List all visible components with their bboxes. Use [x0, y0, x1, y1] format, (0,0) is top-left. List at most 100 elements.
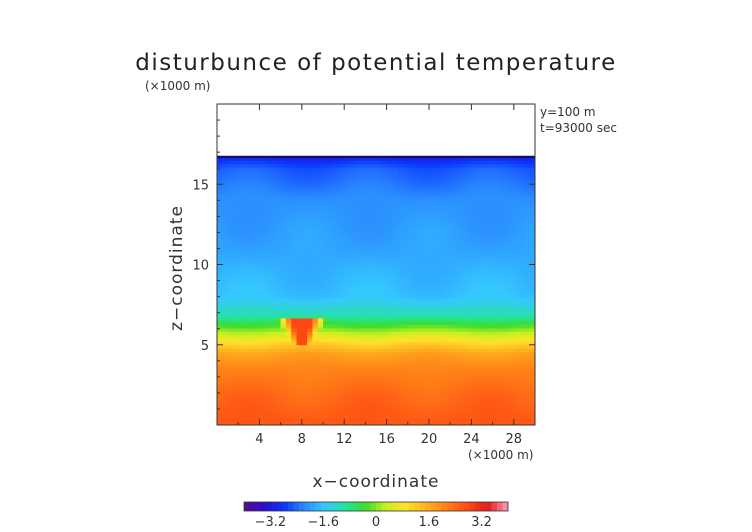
- heatmap-cell: [439, 230, 446, 235]
- heatmap-cell: [222, 227, 229, 232]
- heatmap-cell: [497, 197, 504, 202]
- heatmap-cell: [370, 381, 377, 386]
- heatmap-cell: [344, 213, 351, 218]
- heatmap-cell: [317, 180, 324, 185]
- heatmap-cell: [222, 381, 229, 386]
- heatmap-cell: [360, 368, 366, 372]
- heatmap-cell: [492, 290, 499, 295]
- heatmap-cell: [497, 314, 504, 319]
- heatmap-cell: [466, 217, 472, 222]
- heatmap-cell: [519, 217, 525, 222]
- heatmap-cell: [482, 391, 488, 396]
- heatmap-cell: [386, 294, 393, 299]
- heatmap-cell: [264, 280, 271, 285]
- heatmap-cell: [307, 237, 313, 242]
- heatmap-cell: [333, 287, 340, 292]
- heatmap-cell: [418, 180, 425, 185]
- heatmap-cell: [238, 391, 245, 396]
- heatmap-cell: [492, 334, 499, 339]
- heatmap-cell: [270, 257, 276, 262]
- heatmap-cell: [338, 274, 345, 279]
- heatmap-cell: [232, 234, 239, 238]
- heatmap-cell: [386, 341, 393, 346]
- heatmap-cell: [275, 301, 282, 305]
- heatmap-cell: [460, 156, 467, 161]
- heatmap-cell: [397, 388, 404, 393]
- heatmap-cell: [333, 250, 340, 255]
- heatmap-cell: [248, 207, 255, 212]
- heatmap-cell: [370, 294, 377, 299]
- heatmap-cell: [222, 240, 229, 245]
- heatmap-cell: [519, 324, 525, 329]
- heatmap-cell: [381, 421, 388, 425]
- heatmap-cell: [460, 170, 467, 175]
- heatmap-cell: [429, 388, 435, 393]
- heatmap-cell: [296, 180, 303, 185]
- heatmap-cell: [291, 167, 298, 171]
- heatmap-cell: [519, 364, 525, 369]
- heatmap-cell: [376, 314, 382, 319]
- heatmap-cell: [407, 311, 414, 316]
- heatmap-cell: [460, 347, 467, 352]
- heatmap-cell: [423, 170, 430, 175]
- heatmap-cell: [323, 163, 329, 168]
- heatmap-cell: [434, 354, 441, 359]
- heatmap-cell: [513, 354, 520, 359]
- heatmap-cell: [291, 210, 298, 215]
- heatmap-cell: [285, 187, 292, 192]
- heatmap-cell: [519, 404, 525, 409]
- heatmap-cell: [285, 227, 292, 232]
- heatmap-cell: [291, 391, 298, 396]
- heatmap-cell: [455, 193, 462, 198]
- heatmap-cell: [519, 384, 525, 389]
- heatmap-cell: [285, 203, 292, 208]
- heatmap-cell: [381, 351, 388, 356]
- heatmap-cell: [370, 234, 377, 238]
- colorbar-segment: [486, 502, 492, 511]
- heatmap-cell: [508, 321, 515, 326]
- heatmap-cell: [413, 421, 419, 425]
- heatmap-cell: [232, 378, 239, 383]
- heatmap-cell: [296, 264, 303, 269]
- heatmap-cell: [354, 260, 361, 265]
- heatmap-cell: [466, 378, 472, 383]
- heatmap-cell: [354, 324, 361, 329]
- heatmap-cell: [524, 337, 531, 342]
- heatmap-cell: [238, 203, 245, 208]
- heatmap-cell: [349, 394, 356, 399]
- heatmap-cell: [460, 418, 467, 423]
- heatmap-cell: [354, 287, 361, 292]
- heatmap-cell: [301, 327, 308, 332]
- heatmap-cell: [354, 304, 361, 309]
- heatmap-cell: [238, 418, 245, 423]
- heatmap-cell: [492, 183, 499, 188]
- heatmap-cell: [254, 294, 260, 299]
- heatmap-cell: [391, 177, 398, 182]
- heatmap-cell: [455, 220, 462, 225]
- heatmap-cell: [232, 257, 239, 262]
- heatmap-cell: [227, 331, 234, 336]
- heatmap-cell: [296, 210, 303, 215]
- heatmap-cell: [423, 324, 430, 329]
- heatmap-cell: [232, 341, 239, 346]
- heatmap-cell: [423, 347, 430, 352]
- heatmap-cell: [275, 220, 282, 225]
- heatmap-cell: [466, 264, 472, 269]
- heatmap-cell: [360, 180, 366, 185]
- heatmap-cell: [270, 361, 276, 366]
- heatmap-cell: [418, 227, 425, 232]
- heatmap-cell: [381, 284, 388, 289]
- annotation-y-position: y=100 m: [540, 105, 596, 119]
- heatmap-cell: [529, 177, 535, 182]
- heatmap-cell: [360, 247, 366, 252]
- heatmap-cell: [312, 327, 319, 332]
- heatmap-cell: [365, 317, 372, 322]
- heatmap-cell: [222, 357, 229, 362]
- heatmap-cell: [280, 187, 287, 192]
- heatmap-cell: [259, 237, 266, 242]
- heatmap-cell: [354, 314, 361, 319]
- heatmap-cell: [248, 170, 255, 175]
- heatmap-cell: [296, 361, 303, 366]
- heatmap-cell: [254, 207, 260, 212]
- heatmap-cell: [360, 264, 366, 269]
